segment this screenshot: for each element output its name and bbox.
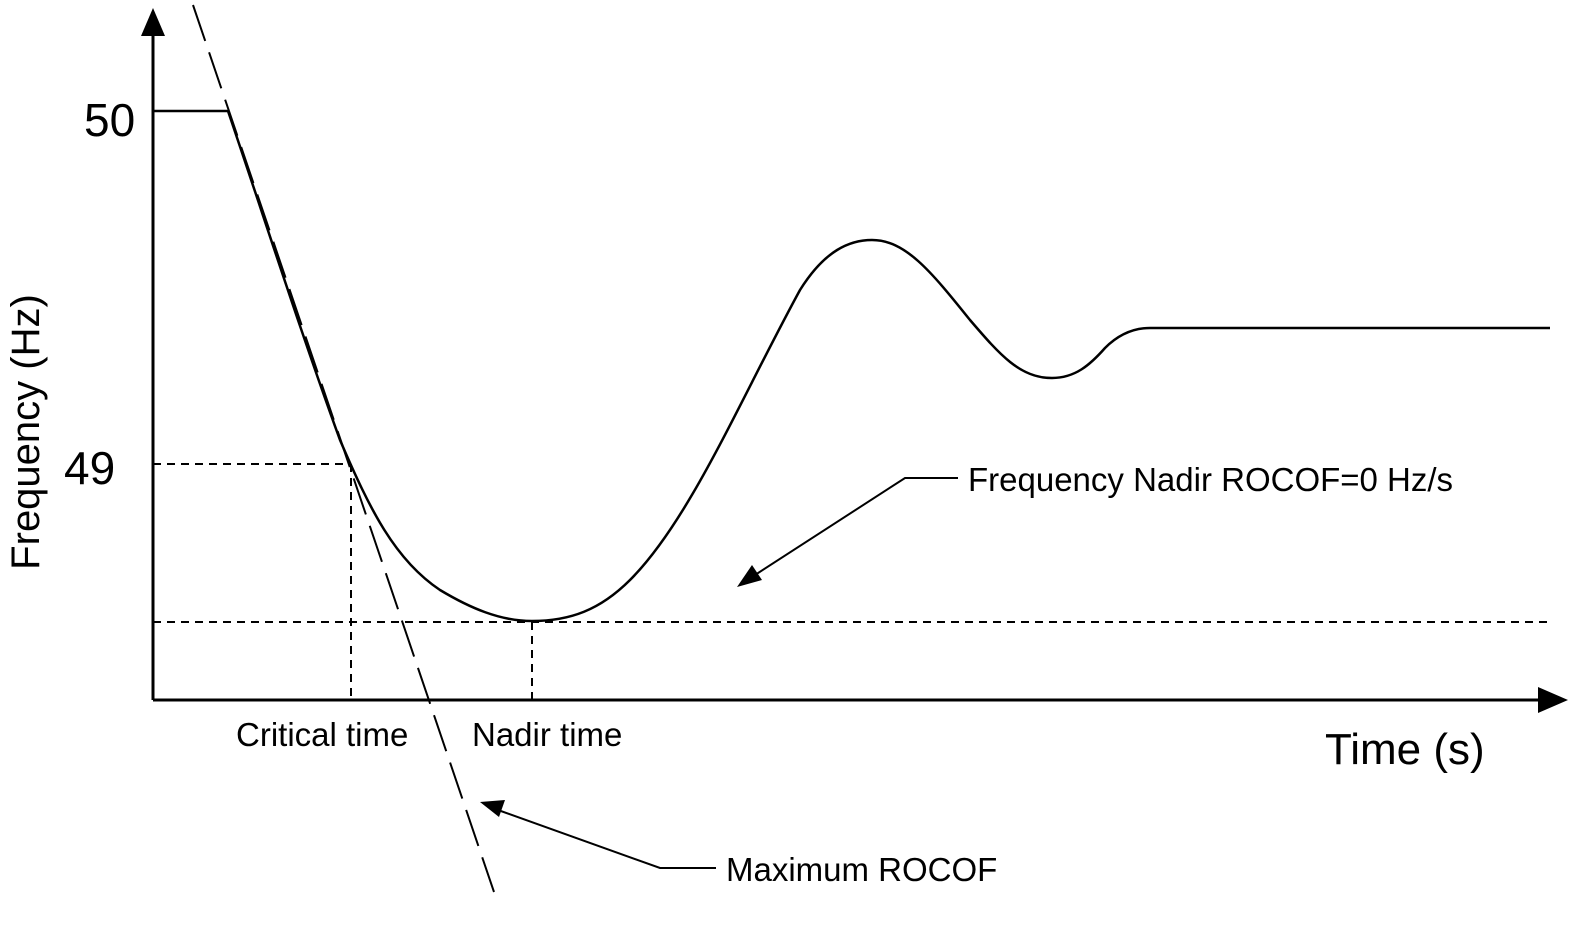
y-axis-arrowhead bbox=[141, 8, 165, 36]
y-tick-49: 49 bbox=[64, 442, 116, 494]
nadir-time-label: Nadir time bbox=[472, 716, 623, 753]
rocof-annotation-leader bbox=[497, 809, 716, 869]
frequency-response-curve bbox=[153, 109, 1550, 623]
maximum-rocof-annotation: Maximum ROCOF bbox=[726, 851, 998, 888]
nadir-annotation-arrowhead bbox=[737, 565, 762, 587]
frequency-nadir-annotation: Frequency Nadir ROCOF=0 Hz/s bbox=[968, 461, 1454, 498]
critical-time-label: Critical time bbox=[236, 716, 409, 753]
x-axis-arrowhead bbox=[1538, 687, 1568, 713]
rocof-annotation-arrowhead bbox=[480, 800, 505, 817]
x-axis-label: Time (s) bbox=[1325, 725, 1485, 774]
nadir-annotation-leader bbox=[754, 477, 958, 576]
y-tick-50: 50 bbox=[84, 94, 136, 146]
y-axis-label: Frequency (Hz) bbox=[4, 294, 48, 570]
